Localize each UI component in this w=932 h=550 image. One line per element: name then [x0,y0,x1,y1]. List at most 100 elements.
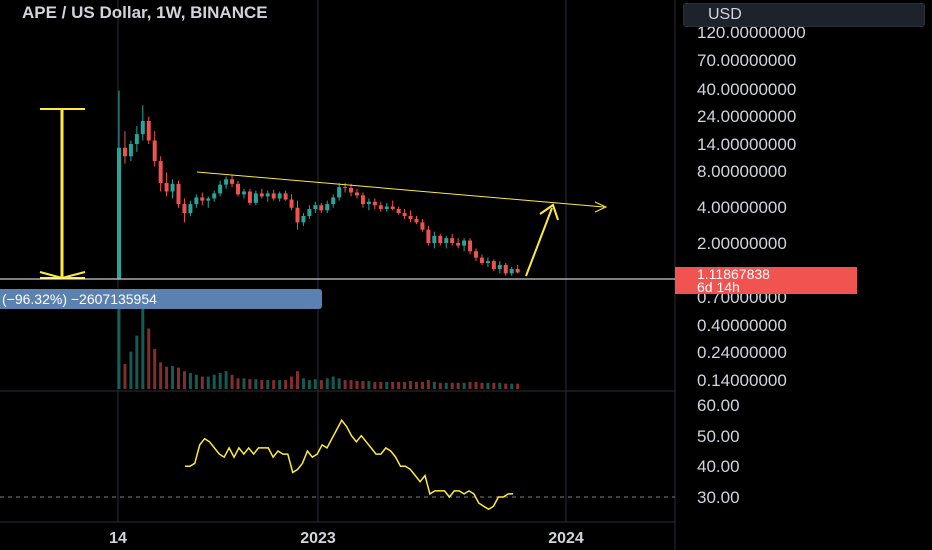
candle-body [170,183,175,192]
candle-body [402,213,407,217]
price-axis-label: 14.00000000 [697,135,796,154]
volume-bar [224,371,228,389]
candle-body [349,187,354,193]
volume-bar [218,372,222,389]
volume-bar [450,382,454,389]
oscillator-axis-label: 30.00 [697,488,740,507]
projection-arrowhead [539,203,559,221]
candle-body [474,251,478,258]
candle-body [408,216,413,220]
volume-bar [307,380,311,389]
time-axis-label: 2024 [548,530,584,547]
candle-body [241,191,246,195]
candle-body [158,161,163,184]
candle-body [295,207,300,223]
volume-bar [379,381,383,389]
volume-bar [141,300,145,389]
candle-body [462,240,467,246]
candle-body [343,187,348,189]
volume-bar [337,378,341,389]
candle-body [360,195,365,205]
volume-bar [153,348,157,389]
candle-body [218,184,223,194]
candle-body [117,147,121,279]
candle-body [396,209,401,214]
volume-bar [254,379,258,389]
volume-bar [319,380,323,389]
candle-body [497,264,502,269]
candle-body [146,121,151,141]
volume-bar [171,365,175,389]
currency-selector[interactable]: USD [683,3,925,27]
candle-body [337,187,342,198]
volume-bar [301,378,305,389]
candle-body [325,204,330,211]
candle-body [236,183,240,195]
candle-body [206,198,211,201]
candle-body [301,216,306,223]
oscillator-axis-label: 60.00 [697,396,740,415]
candle-body [265,193,270,197]
candle-body [503,264,508,274]
candle-body [414,219,419,223]
resistance-trendline [196,171,605,208]
price-axis-label: 0.24000000 [697,343,787,362]
volume-bar [385,381,389,389]
volume-bar [486,382,490,389]
candle-body [271,193,276,199]
symbol-title[interactable]: APE / US Dollar, 1W, BINANCE [22,3,268,22]
volume-bar [260,380,264,389]
volume-bar [391,381,395,389]
oscillator-line [185,418,514,511]
volume-bar [117,304,121,389]
candle-body [456,243,461,246]
candle-body [194,197,199,205]
price-axis-label: 0.40000000 [697,316,787,335]
candle-body [485,261,490,263]
trendline-arrowhead [594,201,608,213]
candle-body [140,121,145,135]
volume-bar [325,378,329,389]
volume-bar [438,382,442,389]
volume-bar [420,381,424,389]
volume-bar [284,380,288,389]
volume-bar [426,380,430,389]
candle-body [182,204,187,214]
volume-bar [236,378,240,389]
candle-body [230,179,235,184]
volume-bar [480,382,484,389]
candle-body [247,191,252,203]
price-axis-label: 120.00000000 [697,23,806,42]
candle-body [253,193,258,203]
candle-body [366,201,371,205]
volume-bar [462,382,466,389]
measure-arrowhead-right [61,271,86,279]
volume-bar [355,380,359,389]
last-price-value: 1.11867838 [697,266,770,282]
volume-bar [456,382,460,389]
volume-bar [409,380,413,389]
candle-body [378,205,383,210]
volume-bar [129,351,133,389]
candle-body [390,206,395,210]
price-axis-label: 8.00000000 [697,162,787,181]
candle-body [188,204,193,214]
candle-body [224,179,229,185]
candle-body [277,193,282,199]
volume-bar [474,381,478,389]
candle-body [491,261,496,269]
time-axis-label: 2023 [300,530,336,547]
candle-body [164,183,169,192]
volume-bar [159,362,163,389]
volume-bar [432,381,436,389]
volume-bar [147,328,151,389]
volume-bar [498,382,502,389]
candle-body [426,229,431,243]
price-axis-label: 0.14000000 [697,371,787,390]
volume-bar [194,374,198,389]
candle-body [420,222,425,230]
volume-bar [468,381,472,389]
candle-body [372,201,377,206]
volume-bar [290,376,294,389]
